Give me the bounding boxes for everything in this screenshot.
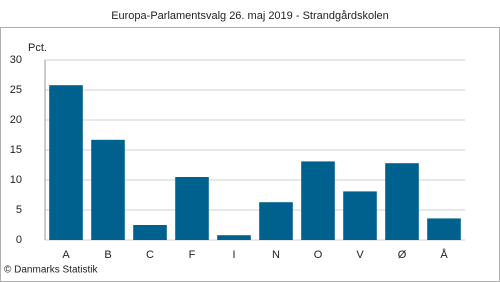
x-tick-label: I [232,249,235,261]
x-tick-label: A [62,249,70,261]
x-tick-label: V [356,249,364,261]
x-tick-label: Å [440,248,448,261]
bar [301,161,335,240]
x-tick-label: N [272,249,280,261]
y-tick-label: 15 [10,144,22,156]
y-tick-label: 30 [10,54,22,66]
bar [385,163,419,240]
y-tick-label: 0 [16,234,22,246]
y-tick-label: 10 [10,174,22,186]
bar [427,218,461,240]
y-tick-label: 5 [16,204,22,216]
x-tick-label: B [104,249,111,261]
y-tick-label: 25 [10,84,22,96]
source: © Danmarks Statistik [4,265,99,276]
bar [133,225,167,240]
y-tick-label: 20 [10,114,22,126]
bar [91,139,125,240]
y-axis-label: Pct. [28,42,47,54]
x-tick-label: F [189,249,196,261]
bar [175,177,209,240]
x-tick-label: Ø [398,249,407,261]
bar [217,235,251,240]
bar [259,202,293,240]
bar [343,191,377,240]
chart-title: Europa-Parlamentsvalg 26. maj 2019 - Str… [111,10,389,22]
x-tick-label: O [314,249,323,261]
bar [49,85,83,240]
x-tick-label: C [146,249,154,261]
